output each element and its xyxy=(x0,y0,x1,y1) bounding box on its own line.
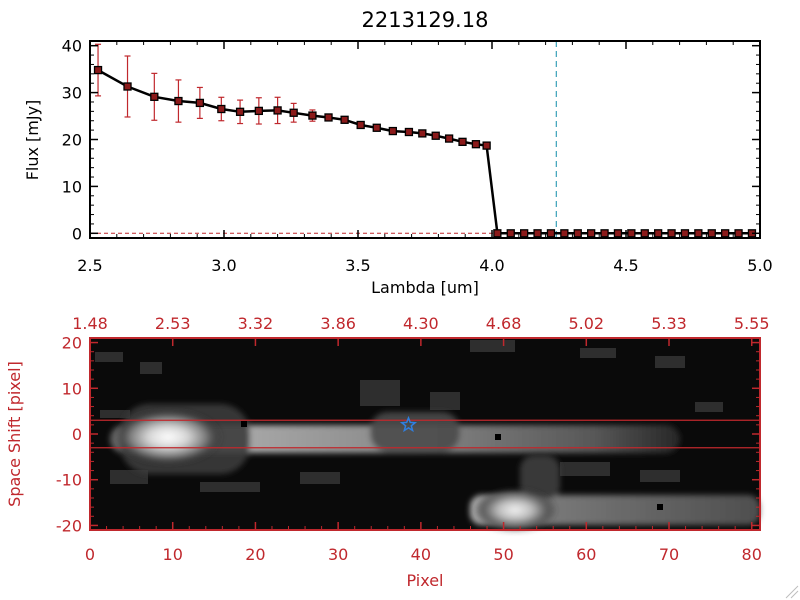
flux-data-point xyxy=(235,107,245,116)
source-position-star-icon xyxy=(399,415,418,433)
spectral-trace-main xyxy=(110,404,680,474)
x-tick-label: 4.0 xyxy=(479,256,504,275)
x-tick-label: 3.5 xyxy=(345,256,370,275)
flux-data-point xyxy=(254,106,263,116)
x-tick-label: 5.0 xyxy=(747,256,772,275)
top-wavelength-label: 5.33 xyxy=(651,314,687,333)
flux-data-point xyxy=(506,229,515,238)
flux-data-point xyxy=(150,92,159,101)
x-tick-label: 50 xyxy=(493,545,513,564)
bad-pixels xyxy=(241,421,663,510)
flux-data-point xyxy=(340,115,349,124)
x-tick-label: 10 xyxy=(163,545,183,564)
flux-data-point xyxy=(734,229,743,238)
flux-data-point xyxy=(667,229,676,238)
flux-data-point xyxy=(613,229,623,238)
x-tick-label: 30 xyxy=(328,545,348,564)
flux-data-point xyxy=(217,104,226,114)
spectrum-x-ticks: 2.5 3.0 3.5 4.0 4.5 5.0 xyxy=(77,41,773,275)
flux-data-point xyxy=(560,229,569,238)
secondary-bright-core xyxy=(473,488,557,532)
flux-data-point xyxy=(520,229,529,238)
flux-data-point xyxy=(404,127,414,137)
y-tick-label: -10 xyxy=(56,471,82,490)
flux-series-line xyxy=(97,69,752,235)
spectrum-x-axis-label: Lambda [um] xyxy=(371,278,479,297)
y-tick-label: 10 xyxy=(62,177,82,196)
flux-data-point xyxy=(680,229,690,238)
flux-data-point xyxy=(93,65,103,75)
y-tick-label: 20 xyxy=(62,131,82,150)
flux-data-point xyxy=(195,98,205,108)
y-tick-label: -20 xyxy=(56,516,82,535)
top-wavelength-label: 3.86 xyxy=(320,314,356,333)
x-tick-label: 4.5 xyxy=(613,256,638,275)
flux-data-point xyxy=(444,134,454,143)
top-wavelength-label: 1.48 xyxy=(72,314,108,333)
top-wavelength-label: 4.68 xyxy=(486,314,522,333)
spectrum-y-ticks: 0 10 20 30 40 xyxy=(62,37,760,243)
image-y-axis-label: Space Shift [pixel] xyxy=(5,361,24,507)
x-tick-label: 20 xyxy=(245,545,265,564)
resize-grip-icon xyxy=(785,585,799,599)
top-wavelength-label: 2.53 xyxy=(155,314,191,333)
spectrum-plot-area xyxy=(90,41,760,238)
flux-data-point xyxy=(418,129,427,138)
x-tick-label: 60 xyxy=(576,545,596,564)
flux-data-point xyxy=(308,111,317,120)
image-top-wavelength-ticks: 1.48 2.53 3.32 3.86 4.30 4.68 5.02 5.33 5.55 xyxy=(72,314,770,346)
flux-data-point xyxy=(587,229,596,238)
flux-data-point xyxy=(471,140,481,149)
flux-data-point xyxy=(546,229,556,238)
flux-data-point xyxy=(533,229,542,238)
flux-data-point xyxy=(273,106,282,115)
flux-data-point xyxy=(627,229,636,238)
image-x-ticks: 0 10 20 30 40 50 60 70 80 xyxy=(85,522,762,564)
y-tick-label: 0 xyxy=(72,224,82,243)
image-noise xyxy=(95,340,723,492)
spectrum-title: 2213129.18 xyxy=(362,8,489,32)
flux-data-point xyxy=(707,229,716,238)
flux-data-point xyxy=(372,123,381,132)
flux-data-point xyxy=(123,82,132,91)
top-wavelength-label: 5.55 xyxy=(734,314,770,333)
flux-data-point xyxy=(654,229,663,238)
y-tick-label: 10 xyxy=(62,379,82,398)
top-wavelength-label: 4.30 xyxy=(403,314,439,333)
top-wavelength-label: 5.02 xyxy=(568,314,604,333)
image-x-axis-label: Pixel xyxy=(406,571,443,590)
x-tick-label: 3.0 xyxy=(211,256,236,275)
spectrum-image xyxy=(90,338,760,532)
flux-data-point xyxy=(493,229,502,238)
flux-data-point xyxy=(721,229,730,238)
y-tick-label: 20 xyxy=(62,334,82,353)
y-tick-label: 30 xyxy=(62,84,82,103)
image-y-ticks: 20 10 0 -10 -20 xyxy=(56,334,760,535)
image-overlays xyxy=(90,415,760,449)
flux-data-point xyxy=(388,126,397,136)
x-tick-label: 70 xyxy=(659,545,679,564)
spectrum-axes-frame xyxy=(89,40,761,239)
y-tick-label: 40 xyxy=(62,37,82,56)
trace-bright-core xyxy=(113,409,223,465)
x-tick-label: 2.5 xyxy=(77,256,102,275)
flux-data-point xyxy=(174,96,183,106)
x-tick-label: 80 xyxy=(742,545,762,564)
flux-data-point xyxy=(324,113,333,122)
flux-data-point xyxy=(289,108,298,117)
x-tick-label: 0 xyxy=(85,545,95,564)
flux-data-point xyxy=(694,229,703,238)
flux-data-point xyxy=(458,137,467,146)
y-tick-label: 0 xyxy=(72,425,82,444)
flux-data-point xyxy=(431,131,440,140)
flux-data-point xyxy=(482,141,491,150)
x-tick-label: 40 xyxy=(411,545,431,564)
flux-data-point xyxy=(573,229,582,238)
spectrum-y-axis-label: Flux [mJy] xyxy=(23,100,42,181)
flux-data-point xyxy=(640,229,649,238)
flux-data-point xyxy=(600,229,609,238)
top-wavelength-label: 3.32 xyxy=(238,314,274,333)
flux-data-point xyxy=(356,120,365,130)
